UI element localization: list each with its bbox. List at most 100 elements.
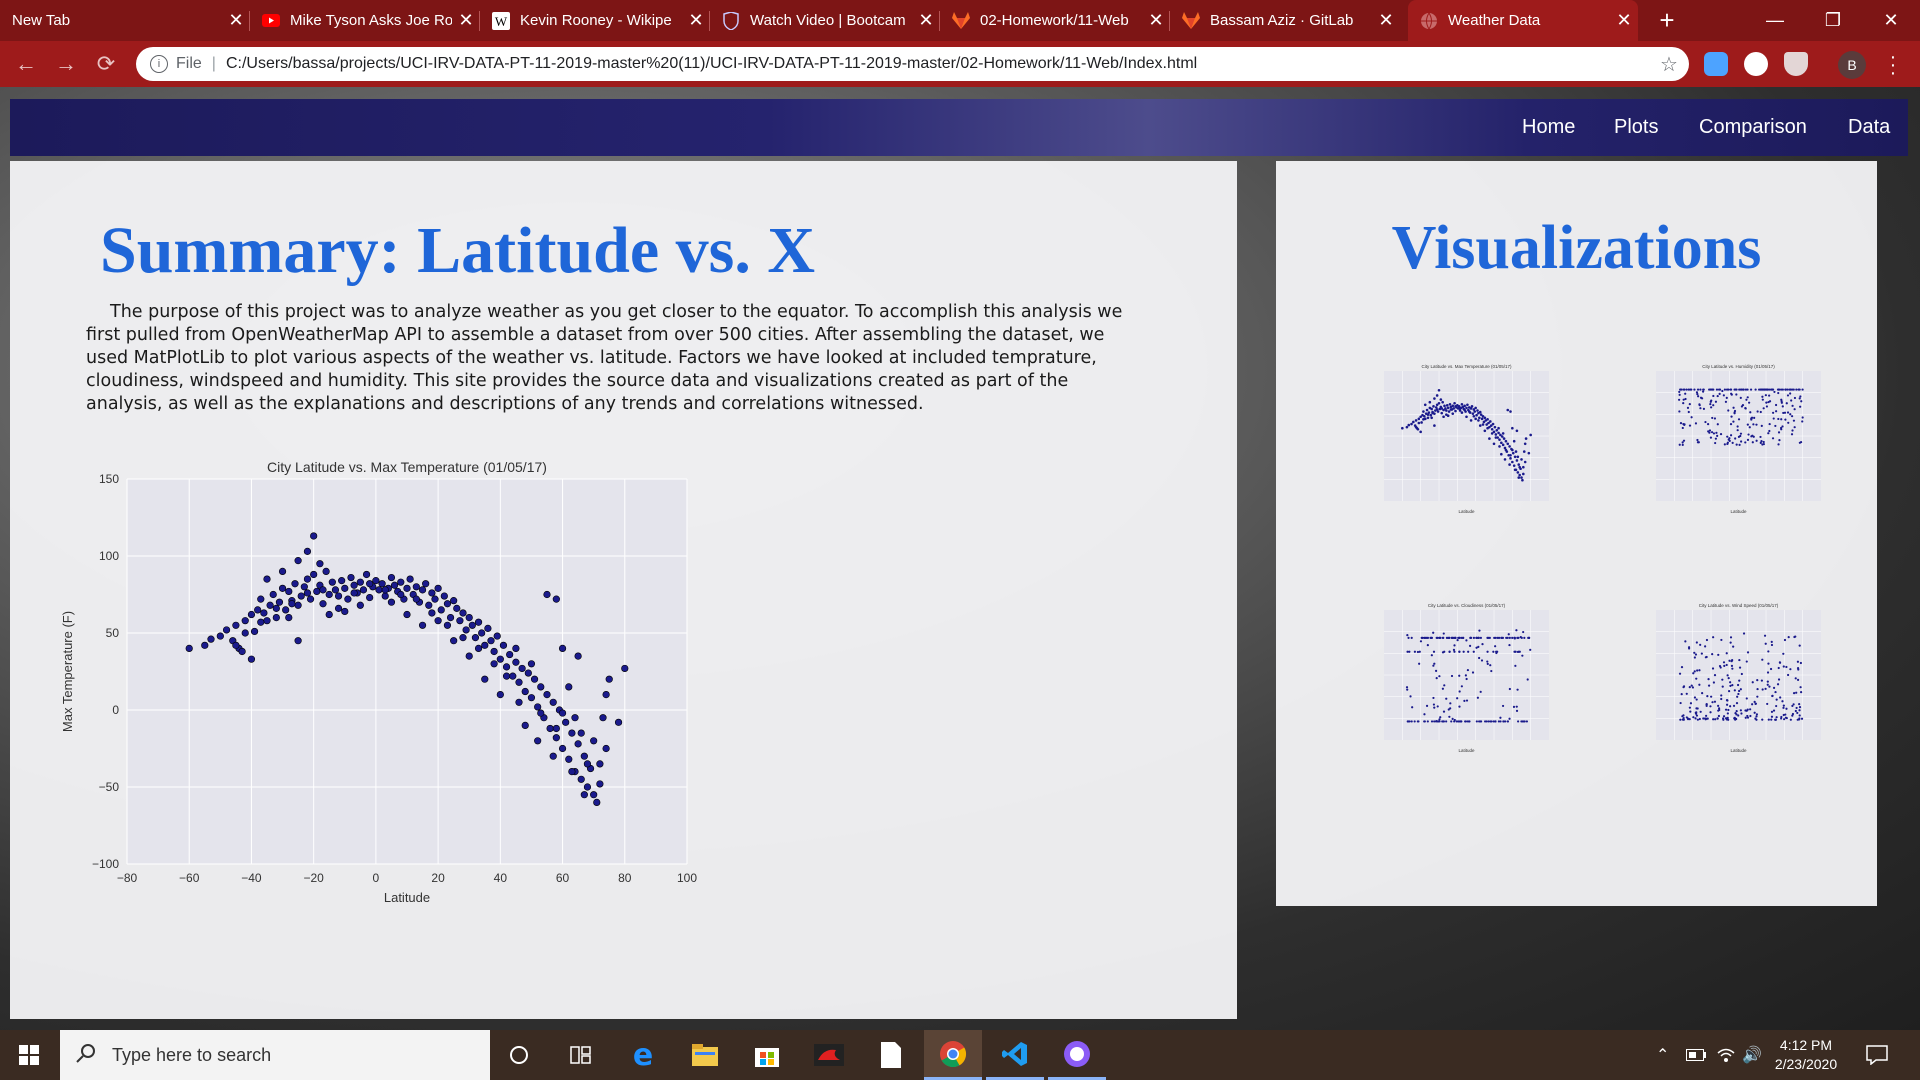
thumb-point bbox=[1499, 433, 1502, 437]
razer-app-icon[interactable] bbox=[800, 1030, 858, 1080]
data-point bbox=[334, 604, 343, 612]
address-bar[interactable]: i File | C:/Users/bassa/projects/UCI-IRV… bbox=[136, 47, 1689, 81]
chevron-up-icon[interactable]: ⌃ bbox=[1656, 1047, 1670, 1064]
extension-shield-icon[interactable] bbox=[1784, 52, 1808, 76]
windows-start-icon[interactable] bbox=[0, 1030, 58, 1080]
github-desktop-icon[interactable] bbox=[1048, 1030, 1106, 1080]
nav-link-plots[interactable]: Plots bbox=[1614, 116, 1659, 138]
close-icon[interactable]: ✕ bbox=[1378, 10, 1394, 30]
close-icon[interactable]: ✕ bbox=[1616, 10, 1632, 30]
minimize-button[interactable]: — bbox=[1766, 10, 1784, 30]
thumb-point bbox=[1721, 389, 1724, 393]
thumb-point bbox=[1696, 438, 1699, 442]
close-icon[interactable]: ✕ bbox=[918, 10, 934, 30]
tab-bootcamp[interactable]: Watch Video | Bootcam ✕ bbox=[710, 0, 940, 41]
volume-icon[interactable]: 🔊 bbox=[1742, 1047, 1762, 1064]
extension-cloud-icon[interactable] bbox=[1704, 52, 1728, 76]
thumb-point bbox=[1406, 634, 1409, 637]
thumb-point bbox=[1727, 677, 1730, 680]
thumb-point bbox=[1463, 699, 1466, 702]
thumb-point bbox=[1682, 398, 1685, 401]
thumbnail-wind-speed-chart[interactable]: City Latitude vs. Wind Speed (01/05/17) L… bbox=[1626, 598, 1836, 758]
thumb-point bbox=[1417, 421, 1421, 425]
profile-avatar[interactable]: B bbox=[1838, 51, 1866, 79]
info-icon[interactable]: i bbox=[150, 55, 168, 73]
thumb-point bbox=[1693, 651, 1696, 654]
thumb-point bbox=[1737, 692, 1740, 696]
data-point bbox=[537, 709, 545, 717]
new-tab-button[interactable]: + bbox=[1659, 5, 1675, 35]
close-icon[interactable]: ✕ bbox=[228, 10, 244, 30]
notepad-file-icon[interactable] bbox=[862, 1030, 920, 1080]
thumb-point bbox=[1681, 426, 1684, 430]
thumb-point bbox=[1798, 703, 1801, 706]
thumb-point bbox=[1709, 711, 1712, 714]
thumb-point bbox=[1714, 441, 1717, 445]
data-point bbox=[254, 606, 262, 614]
close-icon[interactable]: ✕ bbox=[688, 10, 704, 30]
gitlab-icon bbox=[1182, 12, 1200, 30]
restore-button[interactable]: ❐ bbox=[1824, 10, 1842, 30]
thumb-point bbox=[1517, 463, 1521, 466]
file-explorer-icon[interactable] bbox=[676, 1030, 734, 1080]
tab-new-tab[interactable]: New Tab ✕ bbox=[0, 0, 250, 41]
thumb-point bbox=[1430, 720, 1434, 723]
data-point bbox=[285, 587, 293, 596]
battery-icon[interactable] bbox=[1686, 1030, 1706, 1080]
bookmark-star-icon[interactable]: ☆ bbox=[1660, 53, 1678, 76]
wifi-icon[interactable] bbox=[1716, 1030, 1736, 1080]
menu-dots-icon[interactable]: · · · bbox=[1889, 46, 1897, 84]
close-window-button[interactable]: ✕ bbox=[1883, 10, 1899, 30]
thumb-point bbox=[1492, 650, 1495, 653]
data-point bbox=[534, 703, 542, 711]
back-arrow-icon[interactable]: ← bbox=[15, 51, 37, 76]
data-point bbox=[558, 709, 567, 717]
thumbnail-cloudiness-chart[interactable]: City Latitude vs. Cloudiness (01/05/17) L… bbox=[1354, 598, 1564, 758]
thumb-point bbox=[1481, 423, 1485, 426]
system-clock[interactable]: 4:12 PM 2/23/2020 bbox=[1768, 1036, 1844, 1074]
cortana-icon[interactable] bbox=[490, 1030, 548, 1080]
nav-link-data[interactable]: Data bbox=[1848, 116, 1891, 138]
notifications-icon[interactable] bbox=[1866, 1030, 1888, 1080]
tab-wikipedia[interactable]: W Kevin Rooney - Wikipe ✕ bbox=[480, 0, 710, 41]
extension-circle-icon[interactable] bbox=[1744, 52, 1768, 76]
edge-browser-icon[interactable]: e bbox=[632, 1037, 654, 1073]
close-icon[interactable]: ✕ bbox=[458, 10, 474, 30]
thumbnail-humidity-chart[interactable]: City Latitude vs. Humidity (01/05/17) Lat… bbox=[1626, 359, 1836, 519]
nav-link-home[interactable]: Home bbox=[1522, 116, 1576, 138]
task-view-icon[interactable] bbox=[552, 1030, 610, 1080]
tab-youtube[interactable]: Mike Tyson Asks Joe Ro ✕ bbox=[250, 0, 480, 41]
close-icon[interactable]: ✕ bbox=[1148, 10, 1164, 30]
nav-link-comparison[interactable]: Comparison bbox=[1699, 116, 1807, 138]
tab-weather-data[interactable]: Weather Data ✕ bbox=[1408, 0, 1638, 41]
url-text[interactable]: C:/Users/bassa/projects/UCI-IRV-DATA-PT-… bbox=[225, 55, 1198, 72]
microsoft-store-icon[interactable] bbox=[738, 1030, 796, 1080]
thumb-point bbox=[1744, 388, 1748, 391]
thumb-point bbox=[1755, 423, 1758, 426]
thumb-point bbox=[1464, 720, 1467, 723]
thumb-point bbox=[1786, 388, 1789, 391]
thumb-point bbox=[1799, 686, 1802, 689]
data-point bbox=[378, 580, 386, 588]
x-axis-label: Latitude bbox=[384, 890, 430, 905]
data-point bbox=[238, 647, 246, 656]
tab-strip: New Tab ✕ Mike Tyson Asks Joe Ro ✕ W Kev… bbox=[0, 0, 1920, 41]
thumb-point bbox=[1695, 714, 1699, 717]
data-point bbox=[440, 592, 448, 600]
thumbnail-temperature-chart[interactable]: City Latitude vs. Max Temperature (01/05… bbox=[1354, 359, 1564, 519]
thumb-point bbox=[1680, 693, 1683, 696]
thumb-point bbox=[1423, 403, 1427, 407]
tab-gitlab-homework[interactable]: 02-Homework/11-Web ✕ bbox=[940, 0, 1170, 41]
chrome-taskbar-icon[interactable] bbox=[924, 1030, 982, 1080]
thumb-point bbox=[1727, 708, 1730, 712]
reload-icon[interactable]: ⟳ bbox=[96, 51, 116, 76]
thumb-point bbox=[1513, 468, 1517, 472]
forward-arrow-icon[interactable]: → bbox=[55, 51, 77, 76]
tab-gitlab-profile[interactable]: Bassam Aziz · GitLab ✕ bbox=[1170, 0, 1400, 41]
thumb-point bbox=[1781, 425, 1784, 428]
thumb-point bbox=[1711, 701, 1714, 704]
taskbar-search-box[interactable]: Type here to search bbox=[60, 1030, 490, 1080]
vscode-icon[interactable] bbox=[986, 1030, 1044, 1080]
data-point bbox=[387, 573, 396, 582]
thumb-point bbox=[1406, 688, 1409, 691]
